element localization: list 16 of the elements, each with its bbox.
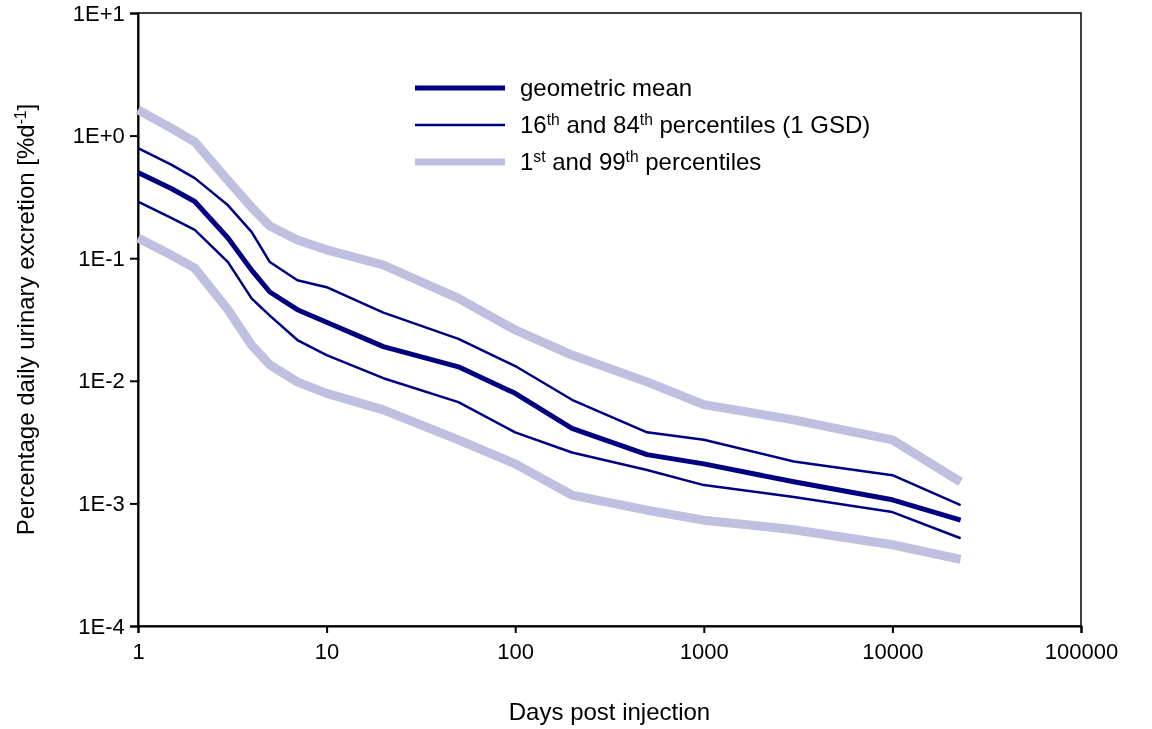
x-axis-title: Days post injection <box>508 698 711 725</box>
y-tick-label: 1E-2 <box>78 368 125 394</box>
x-tick-label: 100 <box>497 639 535 665</box>
y-tick-label: 1E-1 <box>78 245 125 271</box>
legend-label: geometric mean <box>520 74 693 101</box>
x-tick-label: 100000 <box>1044 639 1119 665</box>
y-tick-label: 1E-4 <box>78 613 125 639</box>
x-tick-label: 10 <box>314 639 340 665</box>
x-tick-label: 1000 <box>679 639 729 665</box>
y-tick-label: 1E+1 <box>72 0 125 26</box>
y-tick-label: 1E+0 <box>72 123 125 149</box>
x-tick-label: 10000 <box>862 639 924 665</box>
legend-label: 1$^{st}$ and 99$^{th}$ percentiles <box>520 147 762 175</box>
x-tick-label: 1 <box>132 639 145 665</box>
y-tick-label: 1E-3 <box>78 490 125 516</box>
legend-label: 16$^{th}$ and 84$^{th}$ percentiles (1 GSD) <box>520 110 871 138</box>
